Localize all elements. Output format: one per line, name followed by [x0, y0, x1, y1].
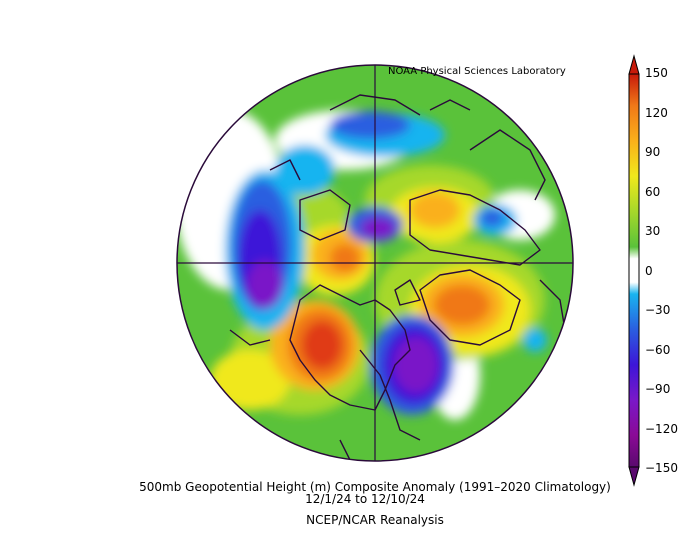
lab-credit: NOAA Physical Sciences Laboratory: [388, 66, 566, 77]
polar-map[interactable]: [170, 60, 580, 470]
colorbar-tick-neg30: −30: [645, 303, 671, 317]
colorbar-tick-60: 60: [645, 185, 661, 199]
map-caption-source: NCEP/NCAR Reanalysis: [306, 513, 444, 527]
map-caption-dates: 12/1/24 to 12/10/24: [305, 492, 425, 506]
colorbar-scale: [628, 73, 640, 468]
colorbar-tick-neg60: −60: [645, 343, 671, 357]
colorbar-tick-neg120: −120: [645, 422, 678, 436]
colorbar-tick-0: 0: [645, 264, 653, 278]
colorbar-tick-150: 150: [645, 66, 668, 80]
colorbar-tick-120: 120: [645, 106, 668, 120]
colorbar-max-arrow: [628, 54, 640, 75]
map-border: [176, 64, 574, 462]
colorbar-tick-neg90: −90: [645, 382, 671, 396]
colorbar-tick-90: 90: [645, 145, 661, 159]
colorbar-tick-30: 30: [645, 224, 661, 238]
colorbar-tick-neg150: −150: [645, 461, 678, 475]
colorbar: [628, 54, 640, 487]
colorbar-min-arrow: [628, 466, 640, 487]
map-caption-title: 500mb Geopotential Height (m) Composite …: [139, 480, 611, 494]
